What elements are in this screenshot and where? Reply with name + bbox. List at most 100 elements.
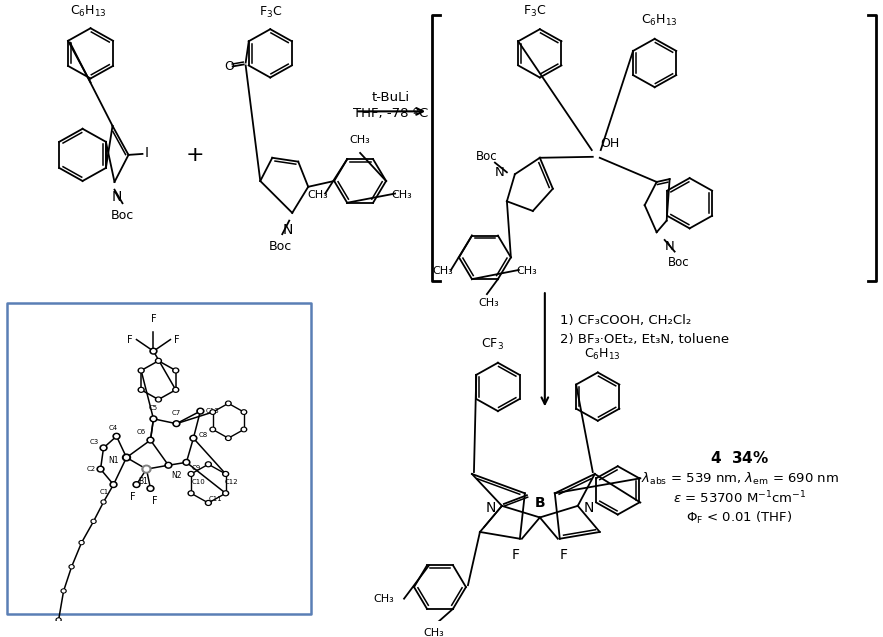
Text: C9: C9	[192, 465, 200, 471]
Text: F: F	[151, 314, 156, 324]
Ellipse shape	[173, 368, 178, 373]
Ellipse shape	[206, 462, 211, 467]
Ellipse shape	[147, 485, 154, 491]
Ellipse shape	[227, 402, 230, 404]
Ellipse shape	[69, 565, 74, 569]
Ellipse shape	[155, 359, 162, 363]
Ellipse shape	[206, 501, 211, 505]
Ellipse shape	[190, 435, 197, 441]
Text: F: F	[175, 334, 180, 345]
Ellipse shape	[57, 619, 60, 621]
Ellipse shape	[93, 520, 94, 522]
Text: C4: C4	[109, 426, 118, 431]
Text: Boc: Boc	[111, 209, 134, 222]
Ellipse shape	[224, 473, 227, 475]
Text: C11: C11	[208, 496, 223, 502]
Ellipse shape	[192, 437, 195, 440]
Text: $\mathregular{CF_3}$: $\mathregular{CF_3}$	[481, 337, 504, 352]
Ellipse shape	[174, 369, 177, 372]
Ellipse shape	[99, 468, 102, 471]
Text: C8: C8	[199, 433, 208, 438]
Ellipse shape	[243, 411, 245, 413]
Ellipse shape	[190, 492, 192, 494]
Ellipse shape	[150, 416, 157, 422]
Text: $\mathregular{C_6H_{13}}$: $\mathregular{C_6H_{13}}$	[70, 3, 107, 18]
Ellipse shape	[157, 398, 160, 401]
Ellipse shape	[188, 491, 194, 496]
Ellipse shape	[110, 482, 117, 487]
Ellipse shape	[140, 369, 143, 372]
Text: C10: C10	[192, 478, 205, 485]
Ellipse shape	[97, 466, 104, 472]
Text: C6: C6	[136, 429, 146, 435]
Ellipse shape	[183, 459, 190, 465]
Ellipse shape	[211, 411, 215, 413]
Ellipse shape	[241, 427, 246, 432]
Ellipse shape	[71, 566, 72, 568]
Ellipse shape	[152, 417, 155, 420]
Text: N: N	[486, 501, 496, 515]
Text: C1: C1	[99, 489, 109, 496]
Ellipse shape	[101, 500, 106, 504]
Text: CH₃: CH₃	[350, 135, 371, 145]
Text: CH₃: CH₃	[392, 190, 412, 199]
Text: $\mathregular{C_6H_{13}}$: $\mathregular{C_6H_{13}}$	[585, 347, 621, 362]
Text: I: I	[145, 146, 148, 160]
Text: Boc: Boc	[668, 257, 690, 269]
Text: t-BuLi: t-BuLi	[372, 91, 410, 104]
Text: +: +	[186, 145, 205, 165]
Ellipse shape	[210, 427, 215, 432]
Ellipse shape	[148, 439, 152, 441]
Ellipse shape	[91, 519, 96, 523]
Text: N: N	[584, 501, 594, 515]
Text: CH₃: CH₃	[479, 298, 499, 308]
Ellipse shape	[57, 618, 61, 622]
Ellipse shape	[102, 501, 105, 503]
Text: N2: N2	[171, 471, 182, 480]
Ellipse shape	[63, 590, 64, 592]
Ellipse shape	[150, 348, 157, 354]
Ellipse shape	[123, 454, 131, 461]
Ellipse shape	[174, 389, 177, 391]
Ellipse shape	[138, 387, 144, 392]
Ellipse shape	[210, 410, 215, 414]
Text: F: F	[130, 492, 135, 503]
Text: 2) BF₃·OEt₂, Et₃N, toluene: 2) BF₃·OEt₂, Et₃N, toluene	[560, 333, 729, 346]
Ellipse shape	[155, 397, 162, 402]
Ellipse shape	[138, 368, 144, 373]
Text: C12: C12	[224, 478, 238, 485]
Ellipse shape	[173, 421, 180, 427]
Ellipse shape	[223, 471, 229, 476]
Ellipse shape	[133, 482, 140, 487]
Text: C5: C5	[149, 405, 158, 411]
Text: C7: C7	[172, 410, 181, 416]
Text: $\Phi_{\rm F}$ < 0.01 (THF): $\Phi_{\rm F}$ < 0.01 (THF)	[686, 510, 793, 526]
Ellipse shape	[211, 428, 215, 431]
Text: N1: N1	[108, 456, 118, 465]
Ellipse shape	[113, 433, 120, 439]
Ellipse shape	[80, 541, 83, 543]
Text: O: O	[225, 60, 235, 73]
Ellipse shape	[148, 487, 152, 490]
Text: $\mathregular{C_6H_{13}}$: $\mathregular{C_6H_{13}}$	[641, 13, 678, 28]
Text: CH₃: CH₃	[374, 594, 394, 604]
Text: C13: C13	[206, 408, 219, 414]
Text: N: N	[283, 222, 293, 236]
Ellipse shape	[224, 492, 227, 494]
Text: N: N	[495, 166, 505, 179]
Ellipse shape	[207, 463, 210, 466]
Ellipse shape	[207, 502, 210, 504]
Ellipse shape	[225, 401, 231, 406]
Ellipse shape	[140, 389, 143, 391]
Ellipse shape	[241, 410, 246, 414]
Text: $\lambda_{\rm abs}$ = 539 nm, $\lambda_{\rm em}$ = 690 nm: $\lambda_{\rm abs}$ = 539 nm, $\lambda_{…	[640, 471, 839, 487]
Text: F: F	[560, 548, 568, 562]
Text: F: F	[127, 334, 132, 345]
Text: B1: B1	[139, 477, 148, 486]
Text: F: F	[152, 496, 157, 506]
Ellipse shape	[199, 410, 202, 413]
Text: C2: C2	[87, 466, 95, 472]
Ellipse shape	[100, 445, 107, 451]
Ellipse shape	[147, 437, 154, 443]
Text: $\mathregular{F_3C}$: $\mathregular{F_3C}$	[523, 3, 547, 18]
